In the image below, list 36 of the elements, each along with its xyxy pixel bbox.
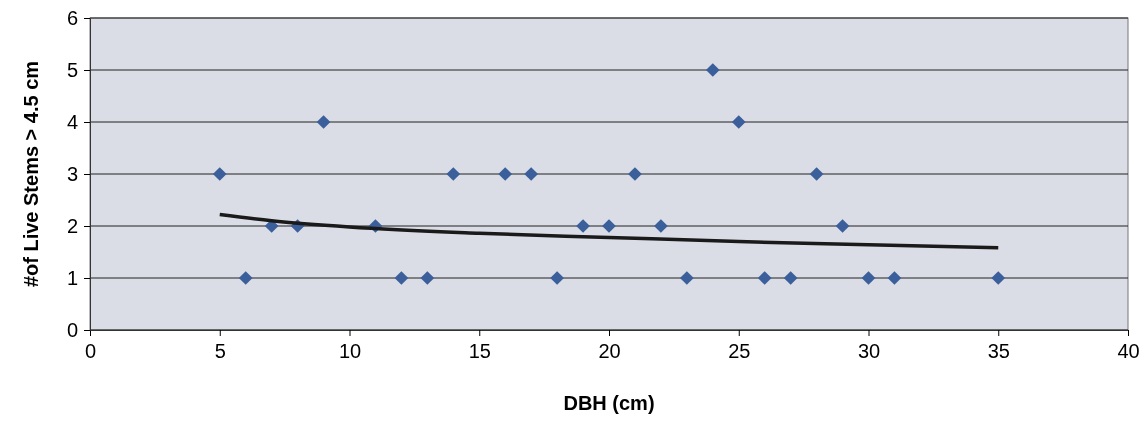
point [498,167,513,181]
point [212,167,227,181]
x-tick-label: 5 [214,340,226,363]
point [757,271,772,285]
x-tick-label: 25 [728,340,751,363]
y-tick-label: 6 [66,6,78,29]
x-tick-label: 0 [84,340,97,363]
point [783,271,798,285]
point [524,167,539,181]
point [861,271,876,285]
x-tick-label: 30 [857,340,881,363]
point [705,63,720,77]
point [679,271,694,285]
x-tick-label: 10 [338,340,362,363]
point [731,115,746,129]
x-tick-label: 40 [1117,340,1140,363]
point [991,271,1006,285]
y-tick-label: 0 [66,318,78,341]
x-tick-label: 20 [598,340,621,363]
y-tick-label: 4 [66,110,78,133]
point [809,167,824,181]
y-axis-title: #of Live Stems > 4.5 cm [20,60,42,288]
x-axis-title: DBH (cm) [563,392,655,414]
x-tick-label: 35 [987,340,1010,363]
point [238,271,253,285]
point [316,115,331,129]
point [835,219,850,233]
point [394,271,409,285]
y-tick-label: 5 [66,58,78,81]
point [420,271,435,285]
y-tick-label: 1 [66,266,78,289]
y-tick-label: 3 [66,162,78,185]
x-tick-label: 15 [468,340,491,363]
point [887,271,902,285]
y-tick-label: 2 [66,214,78,237]
point [446,167,461,181]
